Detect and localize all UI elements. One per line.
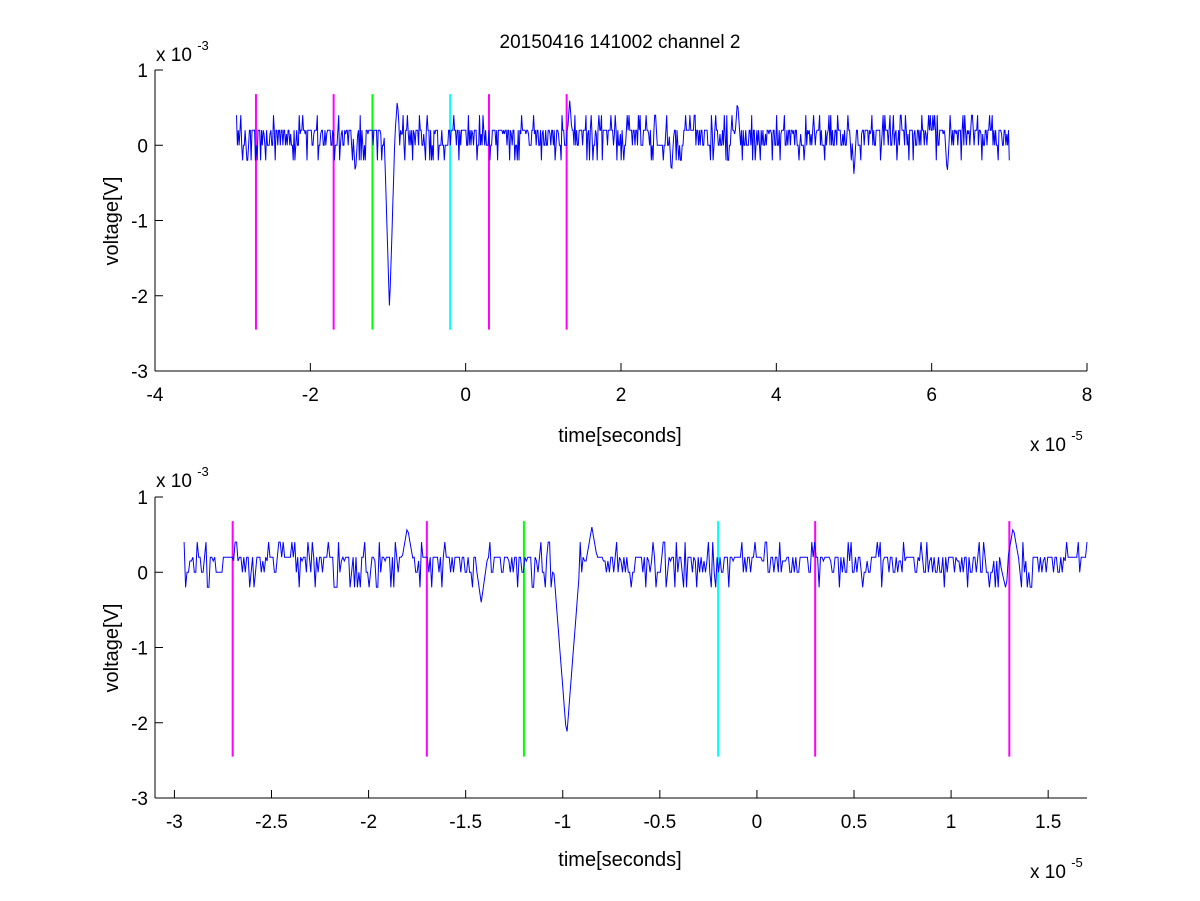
bottom-y-tick-label: 0 (137, 563, 148, 584)
bottom-y-tick-label: -1 (131, 639, 148, 660)
top-x-label: time[seconds] (558, 425, 681, 447)
bottom-x-ticks: -3 -2.5 -2 -1.5 -1 -0.5 0 0.5 1 1.5 (166, 790, 1061, 833)
top-x-tick-label: 6 (926, 385, 937, 406)
bottom-x-label: time[seconds] (558, 849, 681, 871)
bottom-y-multiplier: x 10 -3 (156, 464, 209, 492)
top-x-multiplier-base: x 10 (1030, 435, 1066, 456)
bottom-x-tick-label: 0.5 (841, 812, 867, 833)
bottom-plot-area: -3 -2.5 -2 -1.5 -1 -0.5 0 0.5 1 1.5 -3 -2 -1 0 1 (131, 488, 1088, 833)
top-x-tick-label: -2 (302, 385, 319, 406)
top-y-multiplier-exponent: -3 (197, 38, 209, 53)
bottom-x-tick-label: -2 (360, 812, 377, 833)
bottom-x-tick-label: -2.5 (255, 812, 288, 833)
top-x-tick-label: 2 (616, 385, 627, 406)
chart-title: 20150416 141002 channel 2 (500, 32, 741, 53)
top-x-multiplier: x 10 -5 (1030, 428, 1083, 456)
top-y-tick-label: -2 (131, 287, 148, 308)
bottom-y-label: voltage[V] (101, 604, 123, 693)
bottom-y-tick-label: 1 (137, 488, 148, 509)
bottom-x-tick-label: -0.5 (643, 812, 676, 833)
bottom-y-multiplier-base: x 10 (156, 471, 192, 492)
top-y-tick-label: -3 (131, 362, 148, 383)
top-x-ticks: -4 -2 0 2 4 6 8 (147, 363, 1093, 406)
top-x-tick-label: -4 (147, 385, 164, 406)
top-plot-area: -4 -2 0 2 4 6 8 -3 -2 -1 0 1 (131, 61, 1092, 406)
top-y-multiplier-base: x 10 (156, 45, 192, 66)
top-y-tick-label: 1 (137, 61, 148, 82)
bottom-y-tick-label: -2 (131, 714, 148, 735)
bottom-markers (231, 521, 1011, 757)
top-axes: 20150416 141002 channel 2 -4 -2 0 2 4 6 8 -3 -2… (101, 32, 1092, 456)
bottom-signal-trace (183, 527, 1088, 732)
bottom-x-tick-label: -1.5 (449, 812, 482, 833)
bottom-x-tick-label: 1 (946, 812, 957, 833)
bottom-x-tick-label: 0 (752, 812, 763, 833)
top-y-tick-label: -1 (131, 212, 148, 233)
top-x-tick-label: 4 (771, 385, 782, 406)
top-y-tick-label: 0 (137, 136, 148, 157)
top-x-tick-label: 0 (460, 385, 471, 406)
top-x-multiplier-exponent: -5 (1071, 428, 1083, 443)
bottom-x-multiplier-base: x 10 (1030, 862, 1066, 883)
top-x-tick-label: 8 (1082, 385, 1093, 406)
bottom-axes: -3 -2.5 -2 -1.5 -1 -0.5 0 0.5 1 1.5 -3 -2 -1 0 1 x 10… (101, 464, 1088, 883)
top-y-ticks: -3 -2 -1 0 1 (131, 61, 163, 383)
bottom-x-tick-label: -1 (554, 812, 571, 833)
bottom-x-multiplier-exponent: -5 (1071, 855, 1083, 870)
bottom-x-tick-label: 1.5 (1035, 812, 1061, 833)
top-y-label: voltage[V] (101, 177, 123, 266)
bottom-y-multiplier-exponent: -3 (197, 464, 209, 479)
bottom-x-multiplier: x 10 -5 (1030, 855, 1083, 883)
bottom-y-tick-label: -3 (131, 789, 148, 810)
bottom-y-ticks: -3 -2 -1 0 1 (131, 488, 163, 810)
top-signal-trace (236, 100, 1010, 306)
bottom-x-tick-label: -3 (166, 812, 183, 833)
top-y-multiplier: x 10 -3 (156, 38, 209, 66)
